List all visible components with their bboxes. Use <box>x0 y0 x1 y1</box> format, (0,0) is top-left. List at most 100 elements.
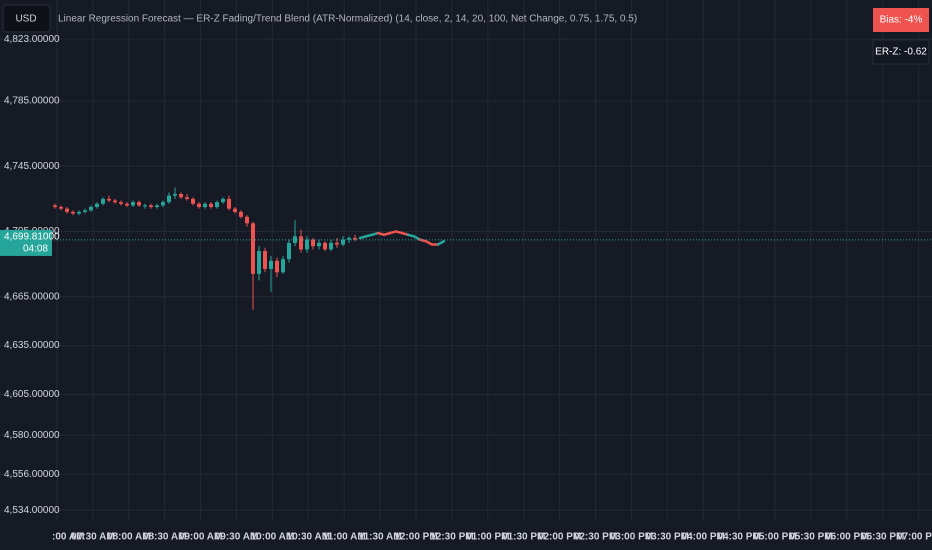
candle-body <box>83 210 87 212</box>
candle-body <box>341 239 345 245</box>
grid <box>0 0 932 520</box>
y-tick-label: 4,785.00000 <box>4 96 60 107</box>
candle-body <box>203 203 207 208</box>
y-tick-label: 4,635.00000 <box>4 340 60 351</box>
x-tick-label: 03:30 PM <box>646 532 689 543</box>
candle-body <box>329 242 333 250</box>
erz-label: ER-Z: -0.62 <box>875 47 927 58</box>
candle-body <box>257 251 261 274</box>
x-tick-label: 05:30 PM <box>789 532 832 543</box>
candle-body <box>89 207 93 211</box>
candle-body <box>347 237 351 240</box>
x-tick-label: 08:00 AM <box>107 532 151 543</box>
candle-body <box>191 198 195 204</box>
y-tick-label: 4,605.00000 <box>4 389 60 400</box>
x-tick-label: 03:00 PM <box>610 532 653 543</box>
candle-body <box>143 205 147 207</box>
candle-body <box>65 208 69 212</box>
candle-body <box>299 236 303 250</box>
last-price-box <box>0 229 52 256</box>
y-tick-label: 4,745.00000 <box>4 161 60 172</box>
candle-body <box>179 193 183 198</box>
candle-body <box>323 242 327 250</box>
candle-body <box>113 200 117 203</box>
x-tick-label: 09:30 AM <box>215 532 259 543</box>
erz-box <box>872 39 930 65</box>
candle-body <box>53 205 57 208</box>
x-tick-label: 02:00 PM <box>538 532 581 543</box>
candle-body <box>251 223 255 274</box>
candle-body <box>161 202 165 206</box>
x-tick-label: 12:00 PM <box>394 532 437 543</box>
x-tick-label: 06:00 PM <box>825 532 868 543</box>
candle-body <box>107 198 111 201</box>
y-tick-label: 4,556.00000 <box>4 469 60 480</box>
candle-body <box>101 198 105 204</box>
candle-body <box>119 202 123 204</box>
x-tick-label: 04:30 PM <box>717 532 760 543</box>
x-tick-label: 04:00 PM <box>682 532 725 543</box>
forecast-segment <box>436 240 446 246</box>
candle-body <box>185 197 189 199</box>
candle-body <box>215 202 219 208</box>
candle-body <box>233 208 237 212</box>
candle-body <box>221 198 225 203</box>
candle-body <box>167 195 171 203</box>
candle-body <box>269 260 273 269</box>
candle-body <box>197 203 201 208</box>
candle-body <box>125 203 129 206</box>
candle-body <box>227 198 231 209</box>
marks <box>0 187 932 310</box>
y-tick-label: 4,823.00000 <box>4 34 60 45</box>
candle-body <box>353 237 357 240</box>
candle-body <box>137 202 141 206</box>
candle-body <box>281 259 285 273</box>
y-tick-label: 4,534.00000 <box>4 505 60 516</box>
candle-body <box>305 239 309 250</box>
x-tick-label: 07:30 AM <box>71 532 115 543</box>
currency-button[interactable] <box>2 4 51 33</box>
candle-body <box>131 202 135 206</box>
candle-body <box>245 216 249 224</box>
candle-body <box>239 211 243 217</box>
x-tick-label: 09:00 AM <box>179 532 223 543</box>
x-tick-label: 07:00 PM <box>897 532 932 543</box>
y-tick-label: 4,665.00000 <box>4 291 60 302</box>
candle-body <box>59 207 63 209</box>
bias-box <box>873 8 929 32</box>
candle-body <box>335 242 339 245</box>
candle-body <box>77 211 81 214</box>
x-tick-label: 11:30 AM <box>359 532 402 543</box>
candle-body <box>311 239 315 247</box>
y-tick-label: 4,580.00000 <box>4 430 60 441</box>
candle-body <box>209 203 213 208</box>
x-tick-label: 11:00 AM <box>323 532 366 543</box>
last-price-label: 4,699.81000 <box>4 232 60 243</box>
x-tick-label: 12:30 PM <box>430 532 473 543</box>
currency-label: USD <box>15 14 36 25</box>
indicator-title: Linear Regression Forecast — ER-Z Fading… <box>58 14 637 25</box>
x-tick-label: 06:30 PM <box>861 532 904 543</box>
x-tick-label: 01:30 PM <box>502 532 545 543</box>
candle-body <box>173 193 177 196</box>
countdown-label: 04:08 <box>23 244 48 255</box>
x-tick-label: :00 AM <box>52 532 84 543</box>
candle-body <box>71 211 75 214</box>
candle-body <box>263 251 267 269</box>
x-tick-label: 08:30 AM <box>143 532 187 543</box>
x-tick-label: 05:00 PM <box>753 532 796 543</box>
x-tick-label: 10:00 AM <box>251 532 295 543</box>
x-tick-label: 10:30 AM <box>287 532 331 543</box>
candle-body <box>275 260 279 273</box>
candle-body <box>155 205 159 208</box>
bias-label: Bias: -4% <box>880 15 923 26</box>
candle-body <box>149 205 153 208</box>
x-tick-label: 01:00 PM <box>466 532 509 543</box>
candle-body <box>95 203 99 208</box>
candle-body <box>287 242 291 260</box>
candle-body <box>317 242 321 247</box>
x-tick-label: 02:30 PM <box>574 532 617 543</box>
